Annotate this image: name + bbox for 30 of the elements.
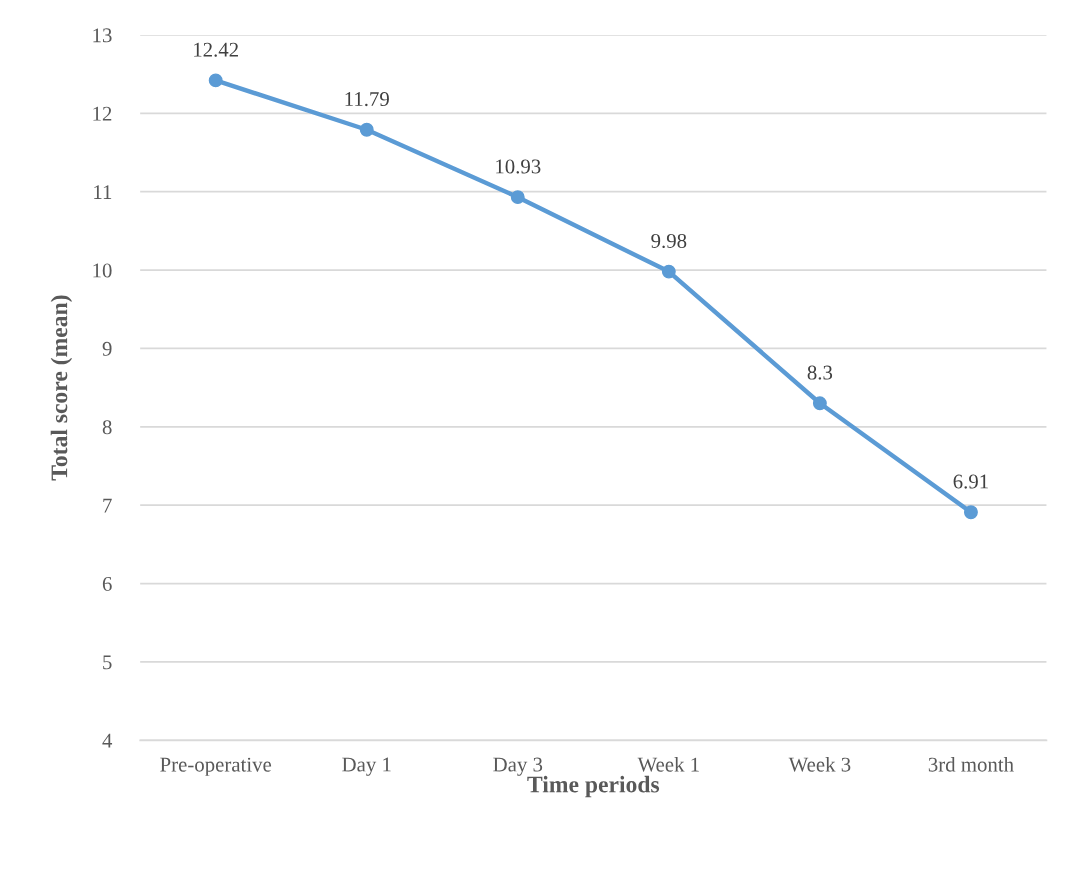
point bbox=[661, 264, 676, 279]
y-tick-label: 5 bbox=[103, 655, 112, 670]
y-axis-title: Total score (mean) bbox=[50, 295, 73, 481]
data-label: 10.93 bbox=[496, 159, 541, 174]
point bbox=[359, 122, 374, 137]
data-label: 12.42 bbox=[194, 42, 238, 57]
y-tick-label: 4 bbox=[102, 733, 113, 748]
data-label: 8.3 bbox=[807, 365, 833, 380]
y-tick-label: 7 bbox=[103, 498, 112, 513]
x-tick-label: Week 1 bbox=[637, 756, 699, 772]
y-tick-label: 8 bbox=[102, 420, 112, 435]
y-tick-label: 13 bbox=[93, 28, 112, 43]
x-tick-label: Day 1 bbox=[342, 757, 391, 776]
x-tick-label: Pre-operative bbox=[160, 757, 272, 776]
y-tick-label: 6 bbox=[102, 576, 112, 591]
data-label: 6.91 bbox=[953, 474, 988, 489]
point bbox=[812, 396, 827, 411]
point bbox=[510, 190, 525, 205]
y-tick-label: 10 bbox=[93, 263, 112, 278]
y-tick-label: 11 bbox=[94, 185, 112, 199]
x-tick-label: Day 3 bbox=[493, 757, 543, 776]
x-tick-label: Week 3 bbox=[788, 756, 851, 772]
x-tick-label: 3rd month bbox=[928, 756, 1014, 772]
x-axis-title: Time periods bbox=[527, 775, 660, 798]
point bbox=[963, 505, 978, 520]
y-tick-label: 9 bbox=[102, 341, 112, 356]
y-tick-label: 12 bbox=[93, 106, 112, 121]
data-label: 9.98 bbox=[651, 233, 687, 249]
data-label: 11.79 bbox=[345, 92, 389, 107]
point bbox=[208, 73, 223, 88]
